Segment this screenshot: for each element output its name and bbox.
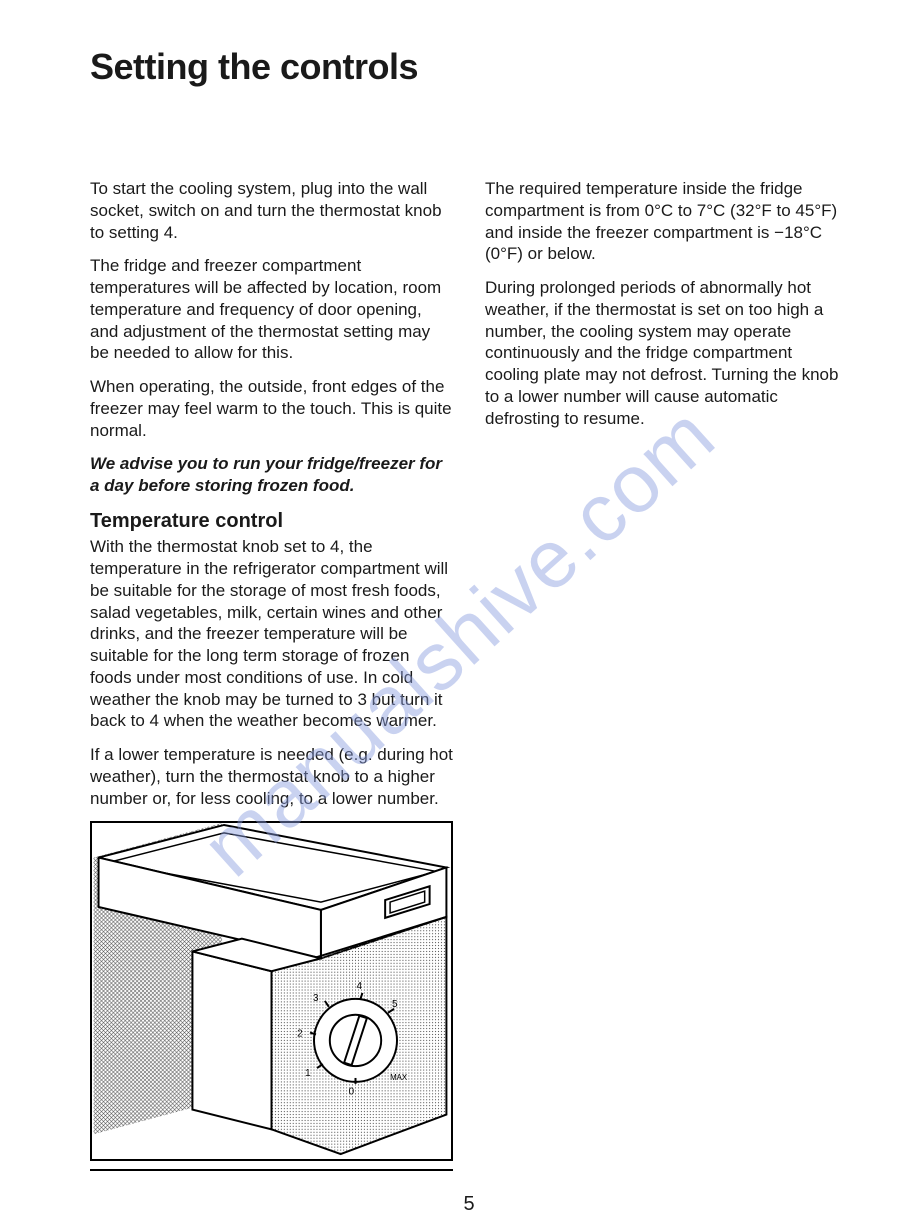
dial-label: 1	[305, 1068, 311, 1079]
thermostat-illustration: 0 1 2 3 4 5 MAX	[90, 821, 453, 1161]
paragraph: The fridge and freezer compartment tempe…	[90, 255, 453, 364]
section-rule	[90, 1169, 453, 1171]
paragraph: The required temperature inside the frid…	[485, 178, 848, 265]
paragraph: To start the cooling system, plug into t…	[90, 178, 453, 243]
subheading-temperature-control: Temperature control	[90, 509, 453, 535]
content-columns: To start the cooling system, plug into t…	[90, 178, 848, 1171]
advise-note: We advise you to run your fridge/freezer…	[90, 453, 453, 497]
dial-label: 2	[297, 1029, 303, 1040]
page-title: Setting the controls	[90, 46, 848, 88]
dial-label: 5	[392, 999, 398, 1010]
paragraph: With the thermostat knob set to 4, the t…	[90, 536, 453, 732]
paragraph: When operating, the outside, front edges…	[90, 376, 453, 441]
dial-label: 0	[349, 1087, 355, 1098]
dial-label: MAX	[390, 1073, 408, 1082]
right-column: The required temperature inside the frid…	[485, 178, 848, 1171]
page-number: 5	[90, 1193, 848, 1216]
dial-label: 4	[356, 981, 362, 992]
dial-label: 3	[313, 993, 319, 1004]
paragraph: During prolonged periods of abnormally h…	[485, 277, 848, 429]
left-column: To start the cooling system, plug into t…	[90, 178, 453, 1171]
paragraph: If a lower temperature is needed (e.g. d…	[90, 744, 453, 809]
